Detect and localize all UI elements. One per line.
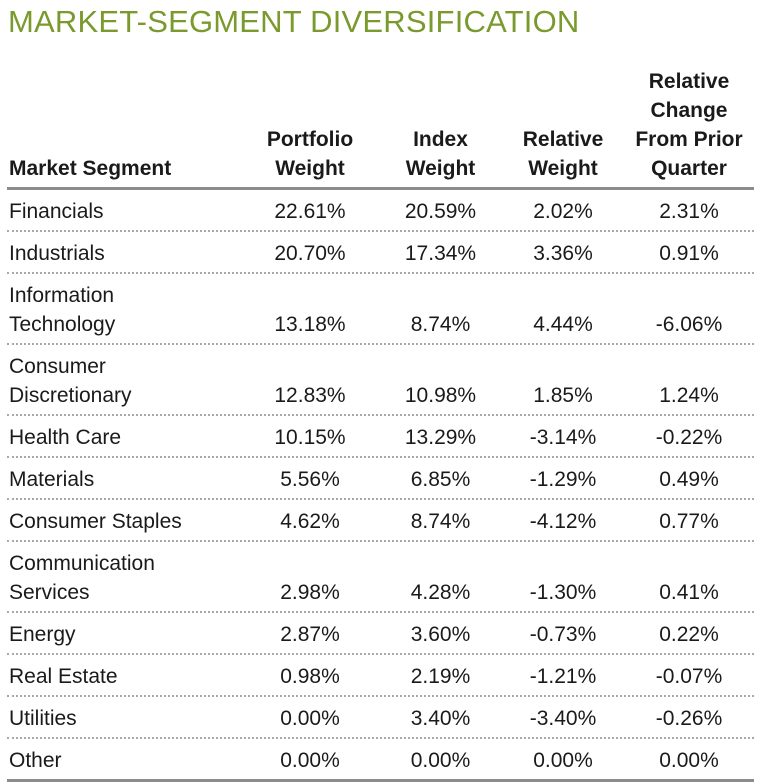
table-row: Consumer Staples 4.62% 8.74% -4.12% 0.77% <box>7 500 754 542</box>
cell-portfolio-weight: 2.98% <box>280 581 340 604</box>
table-row: Communication Services 2.98% 4.28% -1.30% 0.… <box>7 542 754 613</box>
cell-index-weight: 3.40% <box>410 707 471 730</box>
table-row: Consumer Discretionary 12.83% 10.98% 1.85% 1… <box>7 345 754 416</box>
cell-portfolio-weight: 22.61% <box>274 200 346 223</box>
page-title: MARKET-SEGMENT DIVERSIFICATION <box>8 4 580 39</box>
cell-portfolio-weight: 10.15% <box>274 426 346 449</box>
table-row: Energy 2.87% 3.60% -0.73% 0.22% <box>7 613 754 655</box>
cell-index-weight: 8.74% <box>410 510 471 533</box>
cell-segment-name: Real Estate <box>9 665 118 688</box>
cell-relative-weight: 3.36% <box>533 242 593 265</box>
cell-portfolio-weight: 13.18% <box>274 313 346 336</box>
cell-relative-weight: -0.73% <box>529 623 597 646</box>
cell-index-weight: 2.19% <box>410 665 471 688</box>
cell-portfolio-weight: 5.56% <box>280 468 340 491</box>
column-header-relative-weight: Relative Weight <box>522 128 604 180</box>
cell-portfolio-weight: 0.00% <box>280 707 340 730</box>
cell-segment-name: Materials <box>9 468 95 491</box>
cell-portfolio-weight: 12.83% <box>274 384 346 407</box>
cell-index-weight: 17.34% <box>404 242 477 265</box>
cell-segment-name: Other <box>9 749 62 772</box>
table-row: Real Estate 0.98% 2.19% -1.21% -0.07% <box>7 655 754 697</box>
table-row: Information Technology 13.18% 8.74% 4.44% -6… <box>7 274 754 345</box>
cell-relative-change: 0.41% <box>659 581 719 604</box>
cell-relative-change: -0.26% <box>655 707 723 730</box>
cell-index-weight: 0.00% <box>410 749 471 772</box>
cell-index-weight: 13.29% <box>404 426 477 449</box>
cell-segment-name: Consumer Discretionary <box>9 355 132 407</box>
cell-relative-weight: -4.12% <box>529 510 597 533</box>
cell-index-weight: 3.60% <box>410 623 471 646</box>
column-header-index-weight: Index Weight <box>405 128 476 180</box>
table-row: Other 0.00% 0.00% 0.00% 0.00% <box>7 739 754 782</box>
cell-segment-name: Energy <box>9 623 76 646</box>
table-body: Financials 22.61% 20.59% 2.02% 2.31% Industri… <box>7 190 754 782</box>
cell-relative-weight: 1.85% <box>533 384 593 407</box>
cell-relative-weight: -1.30% <box>529 581 597 604</box>
cell-index-weight: 4.28% <box>410 581 471 604</box>
cell-relative-change: 0.22% <box>659 623 719 646</box>
column-header-portfolio-weight: Portfolio Weight <box>266 128 354 180</box>
cell-relative-change: -6.06% <box>655 313 723 336</box>
cell-portfolio-weight: 4.62% <box>280 510 340 533</box>
cell-segment-name: Health Care <box>9 426 122 449</box>
cell-relative-weight: 2.02% <box>533 200 593 223</box>
table-header: Market Segment Portfolio Weight Index We… <box>7 64 754 190</box>
table-row: Health Care 10.15% 13.29% -3.14% -0.22% <box>7 416 754 458</box>
table-row: Materials 5.56% 6.85% -1.29% 0.49% <box>7 458 754 500</box>
cell-relative-change: 0.77% <box>659 510 719 533</box>
cell-segment-name: Communication Services <box>9 552 155 604</box>
cell-portfolio-weight: 0.00% <box>280 749 340 772</box>
cell-relative-change: 0.49% <box>659 468 719 491</box>
cell-relative-weight: -3.40% <box>529 707 597 730</box>
cell-portfolio-weight: 0.98% <box>280 665 340 688</box>
cell-index-weight: 20.59% <box>404 200 477 223</box>
cell-relative-weight: -3.14% <box>529 426 597 449</box>
cell-relative-change: 2.31% <box>659 200 719 223</box>
table-row: Financials 22.61% 20.59% 2.02% 2.31% <box>7 190 754 232</box>
cell-relative-change: -0.07% <box>655 665 723 688</box>
cell-index-weight: 10.98% <box>404 384 477 407</box>
cell-relative-change: 0.91% <box>659 242 719 265</box>
cell-index-weight: 8.74% <box>410 313 471 336</box>
column-header-market-segment: Market Segment <box>9 157 172 180</box>
cell-relative-weight: -1.21% <box>529 665 597 688</box>
cell-segment-name: Information Technology <box>9 284 116 336</box>
cell-relative-change: 0.00% <box>659 749 719 772</box>
cell-relative-change: -0.22% <box>655 426 723 449</box>
cell-segment-name: Utilities <box>9 707 77 730</box>
cell-index-weight: 6.85% <box>410 468 471 491</box>
cell-segment-name: Consumer Staples <box>9 510 182 533</box>
cell-relative-weight: 4.44% <box>533 313 593 336</box>
cell-portfolio-weight: 2.87% <box>280 623 340 646</box>
cell-segment-name: Industrials <box>9 242 105 265</box>
table-row: Utilities 0.00% 3.40% -3.40% -0.26% <box>7 697 754 739</box>
cell-portfolio-weight: 20.70% <box>274 242 346 265</box>
table-row: Industrials 20.70% 17.34% 3.36% 0.91% <box>7 232 754 274</box>
column-header-relative-change: Relative Change From Prior Quarter <box>635 70 743 180</box>
cell-segment-name: Financials <box>9 200 104 223</box>
cell-relative-weight: -1.29% <box>529 468 597 491</box>
segment-table: Market Segment Portfolio Weight Index We… <box>7 64 754 782</box>
cell-relative-change: 1.24% <box>659 384 719 407</box>
cell-relative-weight: 0.00% <box>533 749 593 772</box>
